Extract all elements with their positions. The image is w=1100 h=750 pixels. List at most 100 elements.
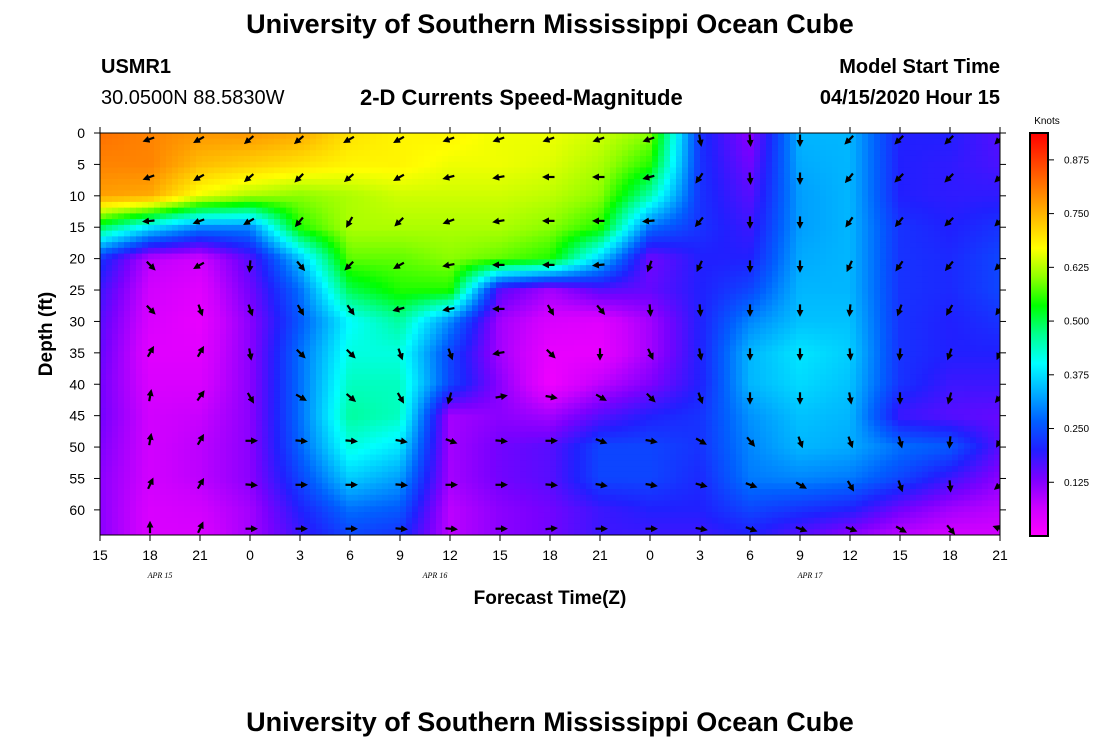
heatmap-cell [856,178,863,186]
heatmap-cell [988,282,995,289]
heatmap-cell [856,311,863,318]
heatmap-cell [580,253,587,260]
heatmap-cell [796,167,803,174]
heatmap-cell [742,299,749,306]
heatmap-cell [742,236,749,243]
heatmap-cell [892,236,899,243]
heatmap-cell [220,201,227,209]
heatmap-cell [646,144,653,151]
heatmap-cell [958,144,965,151]
heatmap-cell [838,144,845,151]
heatmap-cell [130,201,137,209]
heatmap-cell [172,144,179,151]
heatmap-cell [448,247,455,255]
heatmap-cell [754,242,761,249]
heatmap-cell [970,184,977,192]
heatmap-cell [988,184,995,192]
heatmap-cell [658,247,665,255]
heatmap-cell [274,230,281,237]
heatmap-cell [616,265,623,272]
heatmap-cell [478,150,485,157]
heatmap-cell [490,196,497,203]
heatmap-cell [532,305,539,312]
heatmap-cell [640,253,647,260]
heatmap-cell [160,316,167,324]
heatmap-cell [898,196,905,203]
heatmap-cell [268,293,275,301]
heatmap-cell [556,247,563,255]
heatmap-cell [556,161,563,169]
heatmap-cell [286,293,293,301]
heatmap-cell [100,293,107,301]
heatmap-cell [910,213,917,220]
heatmap-cell [670,167,677,174]
heatmap-cell [790,133,797,140]
heatmap-cell [490,178,497,186]
heatmap-cell [322,133,329,140]
heatmap-cell [652,293,659,301]
heatmap-cell [130,150,137,157]
heatmap-cell [520,213,527,220]
heatmap-cell [586,299,593,306]
heatmap-cell [646,276,653,283]
heatmap-cell [700,213,707,220]
heatmap-cell [712,155,719,163]
heatmap-cell [454,282,461,289]
heatmap-cell [316,270,323,278]
heatmap-cell [814,311,821,318]
heatmap-cell [514,311,521,318]
heatmap-cell [982,144,989,151]
heatmap-cell [268,299,275,306]
heatmap-cell [940,316,947,324]
heatmap-cell [340,201,347,209]
heatmap-cell [736,133,743,140]
heatmap-cell [742,178,749,186]
heatmap-cell [112,133,119,140]
heatmap-cell [976,259,983,266]
heatmap-cell [616,161,623,169]
heatmap-cell [796,150,803,157]
heatmap-cell [130,184,137,192]
heatmap-cell [610,293,617,301]
heatmap-cell [580,133,587,140]
heatmap-cell [178,144,185,151]
heatmap-cell [688,178,695,186]
heatmap-cell [412,155,419,163]
heatmap-cell [802,133,809,140]
heatmap-cell [790,288,797,295]
heatmap-cell [724,138,731,146]
heatmap-cell [532,230,539,237]
heatmap-cell [934,259,941,266]
heatmap-cell [772,236,779,243]
heatmap-cell [454,259,461,266]
heatmap-cell [802,299,809,306]
heatmap-cell [526,259,533,266]
heatmap-cell [352,282,359,289]
heatmap-cell [862,201,869,209]
heatmap-cell [712,311,719,318]
heatmap-cell [508,247,515,255]
heatmap-cell [166,184,173,192]
heatmap-cell [982,190,989,197]
heatmap-cell [430,219,437,226]
heatmap-cell [760,133,767,140]
heatmap-cell [352,213,359,220]
heatmap-cell [100,230,107,237]
heatmap-cell [796,184,803,192]
heatmap-cell [406,150,413,157]
heatmap-cell [676,247,683,255]
heatmap-cell [694,201,701,209]
heatmap-cell [436,270,443,278]
heatmap-cell [598,242,605,249]
heatmap-cell [868,247,875,255]
heatmap-cell [406,161,413,169]
heatmap-cell [172,178,179,186]
heatmap-cell [310,144,317,151]
heatmap-cell [184,167,191,174]
heatmap-cell [364,253,371,260]
heatmap-cell [358,305,365,312]
heatmap-cell [532,150,539,157]
heatmap-cell [178,253,185,260]
heatmap-cell [274,322,281,329]
heatmap-cell [604,213,611,220]
